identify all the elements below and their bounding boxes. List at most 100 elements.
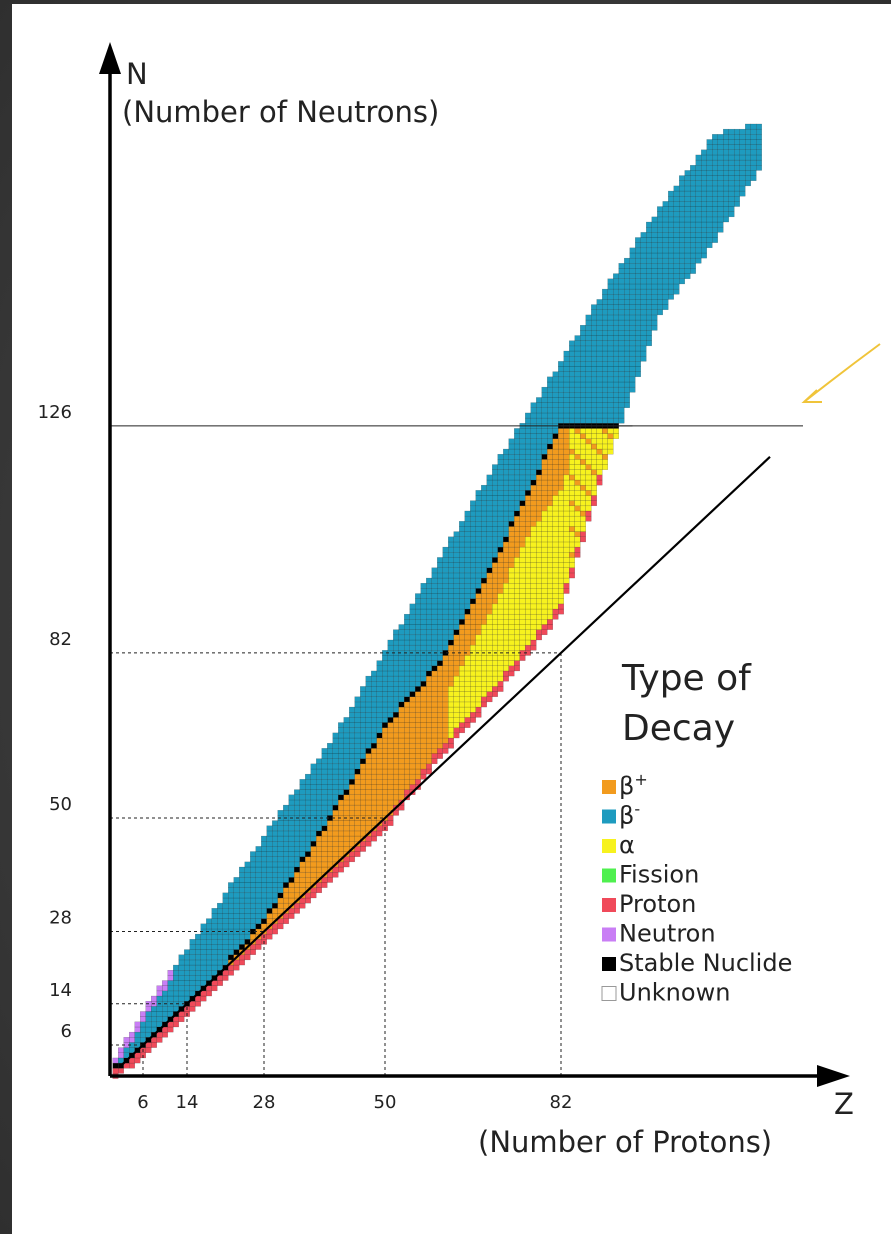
nuclide-cell-stable <box>486 567 493 574</box>
nuclide-cell-alpha <box>525 639 531 646</box>
nuclide-cell-beta-minus <box>591 402 597 408</box>
nuclide-cell-beta-minus <box>585 350 592 357</box>
nuclide-cell-beta-minus <box>690 237 696 243</box>
nuclide-cell-stable <box>332 804 339 811</box>
nuclide-cell-beta-minus <box>673 185 680 192</box>
nuclide-cell-proton <box>310 887 317 894</box>
nuclide-cell-beta-minus <box>266 892 273 899</box>
nuclide-cell-beta-minus <box>365 732 372 739</box>
nuclide-cell-beta-minus <box>706 190 713 197</box>
nuclide-cell-proton <box>365 835 372 842</box>
nuclide-cell-beta-plus <box>382 794 388 801</box>
nuclide-cell-stable <box>453 629 460 636</box>
nuclide-cell-beta-plus <box>404 779 410 785</box>
nuclide-cell-beta-plus <box>431 727 438 734</box>
nuclide-cell-beta-minus <box>728 139 735 145</box>
nuclide-cell-beta-minus <box>635 371 641 378</box>
nuclide-cell-beta-plus <box>585 464 592 470</box>
nuclide-cell-beta-minus <box>657 242 663 249</box>
nuclide-cell-beta-minus <box>607 397 614 403</box>
nuclide-cell-alpha <box>519 546 526 553</box>
nuclide-cell-beta-minus <box>497 474 504 481</box>
nuclide-cell-beta-plus <box>431 675 438 682</box>
nuclide-cell-beta-minus <box>536 417 542 424</box>
nuclide-cell-alpha <box>514 598 520 605</box>
nuclide-cell-beta-minus <box>387 706 394 713</box>
nuclide-cell-beta-minus <box>635 366 641 372</box>
nuclide-cell-beta-minus <box>618 381 625 388</box>
nuclide-cell-stable <box>343 789 350 795</box>
nuclide-cell-neutron <box>118 1047 124 1053</box>
nuclide-cell-beta-minus <box>580 397 586 403</box>
nuclide-cell-beta-plus <box>563 459 570 465</box>
nuclide-cell-beta-plus <box>338 851 344 857</box>
nuclide-cell-alpha <box>486 655 493 661</box>
nuclide-cell-alpha <box>547 562 553 568</box>
nuclide-cell-beta-minus <box>393 681 399 687</box>
nuclide-cell-beta-minus <box>189 939 196 945</box>
nuclide-cell-beta-minus <box>591 309 597 316</box>
nuclide-cell-beta-minus <box>239 887 245 894</box>
nuclide-cell-proton <box>288 913 295 919</box>
nuclide-cell-beta-minus <box>442 598 449 605</box>
nuclide-cell-alpha <box>580 479 586 486</box>
nuclide-cell-beta-minus <box>640 263 647 269</box>
nuclide-cell-alpha <box>459 681 465 687</box>
nuclide-cell-proton <box>129 1062 135 1069</box>
nuclide-cell-beta-plus <box>541 469 548 476</box>
nuclide-cell-beta-plus <box>431 681 438 687</box>
nuclide-cell-alpha <box>514 629 520 636</box>
nuclide-cell-beta-minus <box>420 660 427 666</box>
nuclide-cell-beta-minus <box>486 526 493 532</box>
nuclide-cell-alpha <box>591 479 597 486</box>
nuclide-cell-beta-minus <box>756 144 762 150</box>
nuclide-cell-beta-minus <box>624 273 630 279</box>
nuclide-cell-beta-minus <box>745 165 751 171</box>
nuclide-cell-beta-plus <box>393 794 399 801</box>
nuclide-cell-beta-minus <box>552 381 559 388</box>
nuclide-cell-beta-plus <box>585 438 592 445</box>
nuclide-cell-beta-minus <box>646 242 652 249</box>
nuclide-cell-beta-minus <box>640 335 647 341</box>
nuclide-cell-alpha <box>536 536 542 543</box>
nuclide-cell-beta-minus <box>668 257 674 264</box>
nuclide-cell-alpha <box>602 459 608 465</box>
nuclide-cell-beta-minus <box>750 165 757 171</box>
nuclide-cell-beta-plus <box>310 877 317 883</box>
nuclide-cell-alpha <box>448 706 454 713</box>
nuclide-cell-beta-minus <box>596 412 603 419</box>
nuclide-cell-alpha <box>552 603 559 610</box>
nuclide-cell-beta-minus <box>514 443 520 450</box>
nuclide-cell-beta-minus <box>624 283 630 290</box>
nuclide-cell-beta-minus <box>690 175 696 181</box>
nuclide-cell-proton <box>585 515 592 522</box>
nuclide-cell-beta-minus <box>624 376 630 383</box>
nuclide-cell-alpha <box>497 675 504 682</box>
nuclide-cell-beta-minus <box>332 758 339 765</box>
nuclide-cell-alpha <box>492 634 498 641</box>
nuclide-cell-beta-minus <box>629 299 636 305</box>
nuclide-cell-beta-minus <box>475 536 482 543</box>
nuclide-cell-beta-minus <box>354 758 361 765</box>
nuclide-cell-beta-minus <box>470 562 476 568</box>
nuclide-cell-beta-minus <box>596 340 603 347</box>
nuclide-cell-beta-minus <box>596 299 603 305</box>
nuclide-cell-beta-plus <box>371 758 377 765</box>
nuclide-cell-alpha <box>541 593 548 599</box>
nuclide-cell-alpha <box>475 634 482 641</box>
nuclide-cell-beta-minus <box>618 376 625 383</box>
nuclide-cell-neutron <box>112 1057 119 1064</box>
nuclide-cell-beta-minus <box>585 345 592 352</box>
nuclide-cell-alpha <box>530 552 537 558</box>
nuclide-cell-alpha <box>547 515 553 522</box>
nuclide-cell-beta-plus <box>327 841 333 847</box>
nuclide-cell-beta-minus <box>376 675 383 682</box>
nuclide-cell-alpha <box>519 644 526 651</box>
nuclide-cell-beta-plus <box>481 619 487 625</box>
nuclide-cell-beta-plus <box>558 459 564 465</box>
nuclide-cell-proton <box>431 753 438 759</box>
nuclide-cell-beta-plus <box>382 737 388 744</box>
nuclide-cell-beta-minus <box>173 964 179 971</box>
nuclide-cell-beta-minus <box>492 510 498 517</box>
nuclide-cell-beta-plus <box>354 804 361 811</box>
